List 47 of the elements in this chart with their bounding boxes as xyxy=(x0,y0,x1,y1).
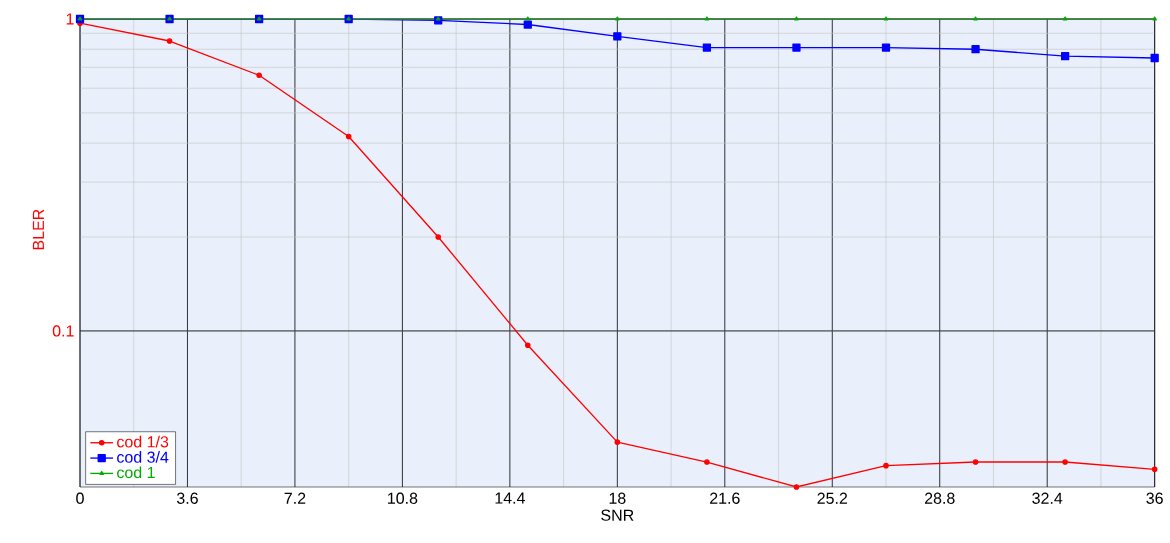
point xyxy=(345,133,352,140)
point xyxy=(793,484,800,490)
x-tick-label: 7.2 xyxy=(284,492,306,504)
y-axis-title: BLER xyxy=(32,209,44,250)
legend-label: cod 3/4 xyxy=(117,451,169,463)
x-tick-label: 28.8 xyxy=(924,492,955,504)
point xyxy=(704,459,710,465)
point xyxy=(1151,466,1158,473)
y-tick-label: 1 xyxy=(66,13,74,25)
x-tick-label: 18 xyxy=(609,492,626,504)
point xyxy=(615,16,620,21)
point xyxy=(256,72,262,79)
point xyxy=(792,43,801,52)
legend-label: cod 1 xyxy=(117,466,155,479)
point xyxy=(794,16,799,21)
x-axis-title: SNR xyxy=(601,509,634,521)
x-tick-label: 21.6 xyxy=(710,492,740,504)
point xyxy=(166,38,173,44)
point xyxy=(524,342,531,349)
legend-label: cod 1/3 xyxy=(117,435,169,448)
x-tick-label: 10.8 xyxy=(388,492,418,504)
point xyxy=(1062,16,1068,21)
point xyxy=(523,20,532,29)
point xyxy=(704,16,710,21)
point xyxy=(883,462,889,469)
x-tick-label: 3.6 xyxy=(176,492,198,504)
point xyxy=(1150,53,1159,63)
point xyxy=(1062,459,1068,465)
point xyxy=(971,45,980,54)
x-tick-label: 14.4 xyxy=(495,492,525,504)
point xyxy=(614,439,621,445)
x-tick-label: 32.4 xyxy=(1032,492,1063,504)
point xyxy=(435,16,441,21)
point xyxy=(972,459,979,465)
point xyxy=(1060,52,1070,61)
x-tick-label: 0 xyxy=(76,492,84,504)
x-tick-label: 36 xyxy=(1146,492,1163,504)
point xyxy=(883,16,889,21)
point xyxy=(973,16,978,21)
point xyxy=(435,234,442,240)
point xyxy=(613,32,622,41)
point xyxy=(1152,16,1157,21)
x-tick-label: 25.2 xyxy=(817,492,848,504)
point xyxy=(525,16,531,21)
y-tick-label: 0.1 xyxy=(52,325,74,337)
point xyxy=(881,43,891,52)
point xyxy=(702,43,712,52)
